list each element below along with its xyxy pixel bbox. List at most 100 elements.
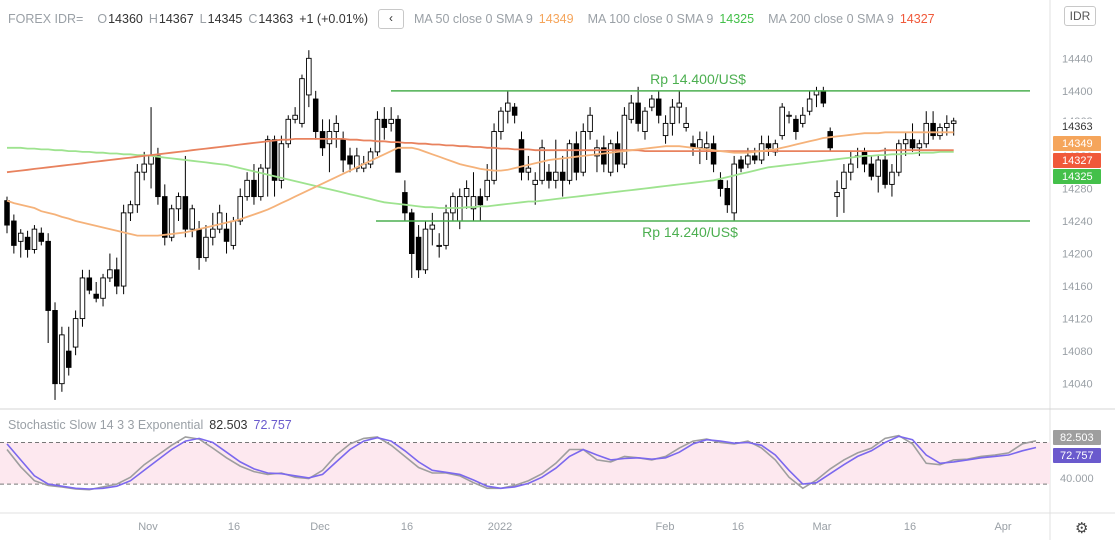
candle — [875, 155, 881, 193]
candle — [642, 107, 648, 140]
candle-body — [751, 155, 758, 161]
candle — [594, 139, 600, 173]
candle-body — [162, 196, 168, 238]
candle — [443, 204, 449, 250]
candle-body — [443, 212, 449, 246]
candle-body — [148, 155, 154, 165]
candle-body — [93, 293, 99, 299]
candle — [806, 90, 813, 116]
candle-body — [86, 277, 93, 291]
candle — [72, 310, 79, 356]
candle-body — [470, 196, 477, 210]
candle — [31, 225, 38, 254]
candle-body — [415, 236, 422, 271]
x-tick-label: 16 — [401, 521, 413, 533]
stoch-badge-bg — [1053, 430, 1101, 445]
candle — [374, 111, 381, 156]
chevron-left-icon[interactable]: ‹ — [377, 9, 404, 29]
candle — [450, 192, 456, 221]
stochastic-d-value: 72.757 — [253, 418, 292, 432]
open-key: O — [97, 12, 108, 26]
level-label: Rp 14.400/US$ — [650, 71, 746, 87]
axes-layer: 1444014400143631432014280142401420014160… — [138, 53, 1101, 533]
candle-body — [237, 196, 243, 222]
candle — [889, 164, 895, 197]
candle-body — [264, 139, 271, 169]
chart-legend: FOREX IDR= O 14360 H 14367 L 14345 C 14363 +… — [8, 9, 949, 29]
candle-body — [333, 122, 340, 132]
candle-body — [155, 155, 161, 198]
candle-body — [662, 122, 669, 137]
candle-body — [793, 118, 799, 132]
candle — [120, 204, 127, 295]
candle — [546, 164, 552, 189]
candle — [532, 172, 538, 205]
x-tick-label: 16 — [732, 521, 744, 533]
stochastic-label: Stochastic Slow 14 3 3 Exponential — [8, 418, 204, 432]
candle — [278, 135, 285, 189]
candle-body — [621, 114, 628, 165]
x-tick-label: 2022 — [488, 521, 512, 533]
candle — [848, 151, 854, 181]
candle — [367, 147, 374, 169]
candle-body — [601, 147, 607, 165]
candle — [203, 225, 209, 262]
candle-body — [683, 122, 689, 128]
x-tick-label: Nov — [138, 521, 158, 533]
candle — [347, 147, 353, 173]
candle — [306, 50, 312, 108]
candle-body — [38, 232, 45, 242]
candles-layer — [4, 50, 957, 400]
candle-body — [614, 143, 621, 165]
low-key: L — [199, 12, 207, 26]
candle-body — [306, 57, 312, 96]
candle — [312, 90, 319, 140]
candle-body — [731, 163, 737, 214]
candle — [902, 131, 909, 156]
high-key: H — [148, 12, 158, 26]
price-badge-ma200: 14327 — [1053, 153, 1101, 168]
candle — [326, 119, 333, 173]
candle-body — [141, 163, 147, 173]
candle-body — [312, 98, 319, 132]
candle — [134, 164, 141, 213]
high-value: 14367 — [158, 12, 194, 26]
price-badge-text: 14363 — [1062, 121, 1093, 133]
candle — [470, 172, 477, 221]
candle-body — [367, 151, 374, 165]
candle-body — [525, 167, 532, 173]
candle — [758, 135, 765, 165]
candle — [216, 204, 223, 234]
change-value: +1 (+0.01%) — [299, 12, 368, 26]
candle — [491, 123, 497, 185]
price-badge-bg — [1053, 169, 1101, 184]
ma50-line — [6, 131, 954, 237]
symbol-label: FOREX IDR= — [8, 12, 84, 26]
candle — [223, 212, 230, 254]
candle — [800, 107, 806, 128]
ma200-line — [6, 137, 954, 174]
candle — [868, 155, 875, 181]
candle-body — [477, 196, 484, 206]
candle — [786, 111, 792, 124]
candle-body — [676, 102, 683, 108]
candle-body — [566, 143, 573, 181]
candle — [162, 184, 168, 246]
candle — [587, 107, 593, 140]
currency-button[interactable]: IDR — [1064, 6, 1096, 26]
candle — [834, 180, 840, 217]
price-badge-bg — [1053, 153, 1101, 168]
candle-body — [724, 188, 731, 206]
candle-body — [223, 228, 230, 242]
ma100-line — [7, 146, 954, 209]
candle-body — [374, 118, 381, 153]
candle-body — [31, 228, 38, 250]
candle-body — [923, 122, 929, 145]
candle-body — [930, 122, 936, 137]
candle — [4, 196, 10, 234]
ma50-value: 14349 — [538, 12, 574, 26]
candle — [93, 282, 99, 303]
candle — [436, 233, 442, 258]
gear-icon[interactable]: ⚙ — [1075, 520, 1089, 537]
